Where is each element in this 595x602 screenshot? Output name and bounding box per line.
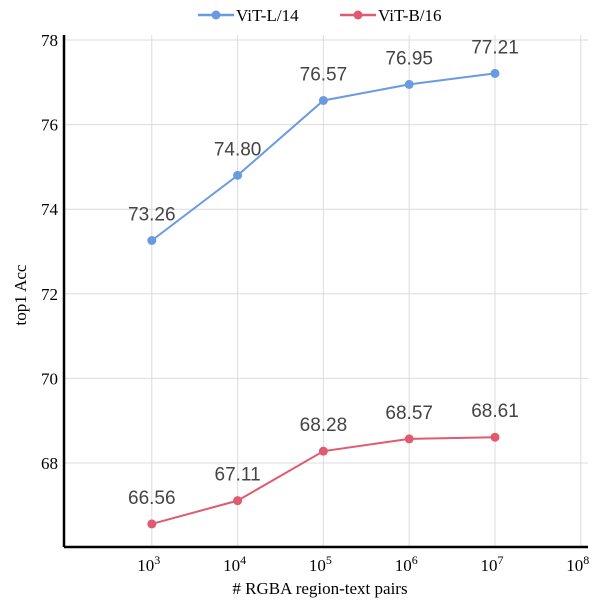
data-point-vit-l-14 [318, 95, 328, 105]
legend: ViT-L/14 ViT-B/16 [198, 6, 442, 25]
x-tick-label: 105 [309, 553, 332, 575]
y-tick-label: 78 [41, 31, 58, 50]
y-tick-label: 68 [41, 454, 58, 473]
data-label-vit-b-16: 68.57 [385, 403, 433, 424]
data-labels: 73.26 74.80 76.57 76.95 77.21 66.56 67.11 68.28… [128, 37, 519, 508]
legend-item-vit-l-14: ViT-L/14 [198, 6, 299, 25]
x-tick-label: 107 [481, 553, 504, 575]
x-tick-label: 103 [137, 553, 160, 575]
data-label-vit-l-14: 77.21 [471, 37, 519, 58]
data-point-vit-b-16 [318, 446, 328, 456]
data-label-vit-l-14: 73.26 [128, 205, 176, 226]
series [147, 68, 500, 529]
y-tick-label: 72 [41, 285, 58, 304]
tick-labels: 68 70 72 74 76 78 103 104 105 106 107 108 [41, 31, 589, 575]
y-tick-label: 76 [41, 116, 58, 135]
legend-swatch-marker [211, 10, 221, 20]
data-point-vit-b-16 [404, 434, 414, 444]
axes [62, 35, 588, 549]
y-tick-label: 70 [41, 369, 58, 388]
grid-lines [64, 35, 588, 547]
x-axis-title: # RGBA region-text pairs [232, 579, 407, 598]
data-label-vit-b-16: 67.11 [215, 465, 261, 486]
x-tick-label: 108 [566, 553, 589, 575]
data-point-vit-b-16 [147, 519, 157, 529]
data-point-vit-l-14 [147, 236, 157, 246]
data-point-vit-l-14 [404, 79, 414, 89]
legend-swatch-marker [353, 10, 363, 20]
data-point-vit-l-14 [490, 68, 500, 78]
y-axis-title: top1 Acc [11, 264, 30, 325]
y-tick-label: 74 [41, 200, 59, 219]
data-point-vit-b-16 [233, 496, 243, 506]
data-point-vit-b-16 [490, 432, 500, 442]
data-label-vit-l-14: 76.95 [385, 48, 433, 69]
data-label-vit-b-16: 68.61 [471, 401, 519, 422]
data-label-vit-l-14: 74.80 [214, 139, 262, 160]
data-label-vit-b-16: 66.56 [128, 488, 176, 509]
data-label-vit-l-14: 76.57 [300, 64, 348, 85]
legend-item-vit-b-16: ViT-B/16 [340, 6, 442, 25]
legend-label: ViT-B/16 [378, 6, 442, 25]
data-label-vit-b-16: 68.28 [300, 415, 348, 436]
data-point-vit-l-14 [233, 170, 243, 180]
legend-label: ViT-L/14 [236, 6, 299, 25]
x-tick-label: 104 [223, 553, 246, 575]
x-tick-label: 106 [395, 553, 418, 575]
